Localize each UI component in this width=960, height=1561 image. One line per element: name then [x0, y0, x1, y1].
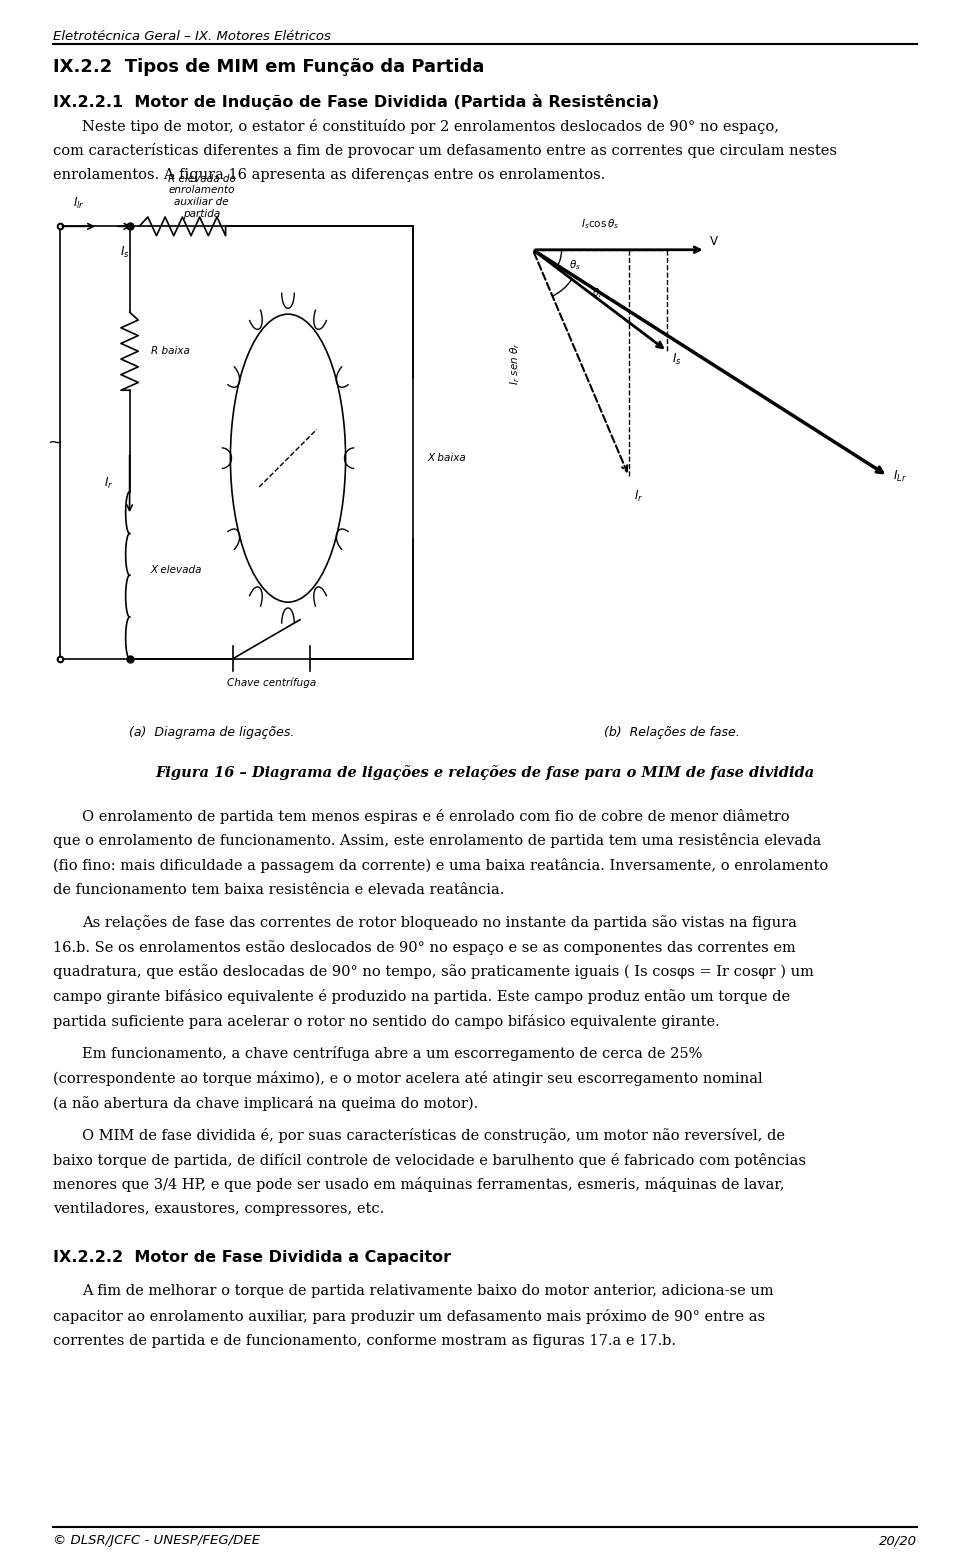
Text: com características diferentes a fim de provocar um defasamento entre as corrent: com características diferentes a fim de … [53, 144, 837, 158]
Text: (a)  Diagrama de ligações.: (a) Diagrama de ligações. [129, 726, 294, 738]
Text: Eletrotécnica Geral – IX. Motores Elétricos: Eletrotécnica Geral – IX. Motores Elétri… [53, 30, 330, 42]
Text: V: V [710, 236, 718, 248]
Text: IX.2.2.1  Motor de Indução de Fase Dividida (Partida à Resistência): IX.2.2.1 Motor de Indução de Fase Dividi… [53, 94, 659, 109]
Text: $I_s \cos\theta_s$: $I_s \cos\theta_s$ [581, 217, 619, 231]
Text: $I_r\ sen\ \theta_r$: $I_r\ sen\ \theta_r$ [509, 342, 522, 384]
Text: ventiladores, exaustores, compressores, etc.: ventiladores, exaustores, compressores, … [53, 1202, 384, 1216]
Text: $\theta_s$: $\theta_s$ [569, 259, 581, 272]
Text: menores que 3/4 HP, e que pode ser usado em máquinas ferramentas, esmeris, máqui: menores que 3/4 HP, e que pode ser usado… [53, 1177, 784, 1193]
Text: partida suficiente para acelerar o rotor no sentido do campo bifásico equivalent: partida suficiente para acelerar o rotor… [53, 1013, 720, 1029]
Text: $\theta_r$: $\theta_r$ [592, 287, 604, 300]
Text: $I_{Lr}$: $I_{Lr}$ [893, 468, 906, 484]
Text: capacitor ao enrolamento auxiliar, para produzir um defasamento mais próximo de : capacitor ao enrolamento auxiliar, para … [53, 1310, 765, 1324]
Text: O MIM de fase dividida é, por suas características de construção, um motor não r: O MIM de fase dividida é, por suas carac… [82, 1129, 784, 1143]
Text: X baixa: X baixa [427, 453, 466, 464]
Text: X elevada: X elevada [151, 565, 203, 574]
Text: ~: ~ [47, 434, 62, 451]
Text: 20/20: 20/20 [878, 1534, 917, 1547]
Text: $I_{lr}$: $I_{lr}$ [73, 195, 84, 211]
Text: IX.2.2.2  Motor de Fase Dividida a Capacitor: IX.2.2.2 Motor de Fase Dividida a Capaci… [53, 1250, 451, 1264]
Text: (a não abertura da chave implicará na queima do motor).: (a não abertura da chave implicará na qu… [53, 1096, 478, 1110]
Text: A fim de melhorar o torque de partida relativamente baixo do motor anterior, adi: A fim de melhorar o torque de partida re… [82, 1285, 773, 1299]
Text: que o enrolamento de funcionamento. Assim, este enrolamento de partida tem uma r: que o enrolamento de funcionamento. Assi… [53, 834, 821, 848]
Text: IX.2.2  Tipos de MIM em Função da Partida: IX.2.2 Tipos de MIM em Função da Partida [53, 58, 484, 76]
Text: Chave centrífuga: Chave centrífuga [227, 677, 316, 688]
Text: (fio fino: mais dificuldade a passagem da corrente) e uma baixa reatância. Inver: (fio fino: mais dificuldade a passagem d… [53, 859, 828, 873]
Text: de funcionamento tem baixa resistência e elevada reatância.: de funcionamento tem baixa resistência e… [53, 882, 504, 896]
Text: (b)  Relações de fase.: (b) Relações de fase. [604, 726, 740, 738]
Text: campo girante bifásico equivalente é produzido na partida. Este campo produz ent: campo girante bifásico equivalente é pro… [53, 990, 790, 1004]
Text: R elevada do
enrolamento
auxiliar de
partida: R elevada do enrolamento auxiliar de par… [168, 173, 235, 219]
Text: As relações de fase das correntes de rotor bloqueado no instante da partida são : As relações de fase das correntes de rot… [82, 915, 797, 930]
Text: © DLSR/JCFC - UNESP/FEG/DEE: © DLSR/JCFC - UNESP/FEG/DEE [53, 1534, 260, 1547]
Text: baixo torque de partida, de difícil controle de velocidade e barulhento que é fa: baixo torque de partida, de difícil cont… [53, 1152, 805, 1168]
Text: quadratura, que estão deslocadas de 90° no tempo, são praticamente iguais ( Is c: quadratura, que estão deslocadas de 90° … [53, 965, 814, 979]
Text: $I_s$: $I_s$ [120, 245, 130, 261]
Text: 16.b. Se os enrolamentos estão deslocados de 90° no espaço e se as componentes d: 16.b. Se os enrolamentos estão deslocado… [53, 940, 796, 955]
Text: correntes de partida e de funcionamento, conforme mostram as figuras 17.a e 17.b: correntes de partida e de funcionamento,… [53, 1333, 676, 1347]
Text: O enrolamento de partida tem menos espiras e é enrolado com fio de cobre de meno: O enrolamento de partida tem menos espir… [82, 809, 789, 824]
Text: $I_r$: $I_r$ [104, 476, 113, 492]
Text: Em funcionamento, a chave centrífuga abre a um escorregamento de cerca de 25%: Em funcionamento, a chave centrífuga abr… [82, 1046, 702, 1061]
Text: (correspondente ao torque máximo), e o motor acelera até atingir seu escorregame: (correspondente ao torque máximo), e o m… [53, 1071, 762, 1086]
Text: enrolamentos. A figura 16 apresenta as diferenças entre os enrolamentos.: enrolamentos. A figura 16 apresenta as d… [53, 169, 605, 183]
Text: R baixa: R baixa [151, 347, 189, 356]
Text: Figura 16 – Diagrama de ligações e relações de fase para o MIM de fase dividida: Figura 16 – Diagrama de ligações e relaç… [156, 765, 814, 780]
Text: $I_r$: $I_r$ [634, 489, 643, 504]
Text: $I_s$: $I_s$ [672, 351, 682, 367]
Text: Neste tipo de motor, o estator é constituído por 2 enrolamentos deslocados de 90: Neste tipo de motor, o estator é constit… [82, 119, 779, 134]
